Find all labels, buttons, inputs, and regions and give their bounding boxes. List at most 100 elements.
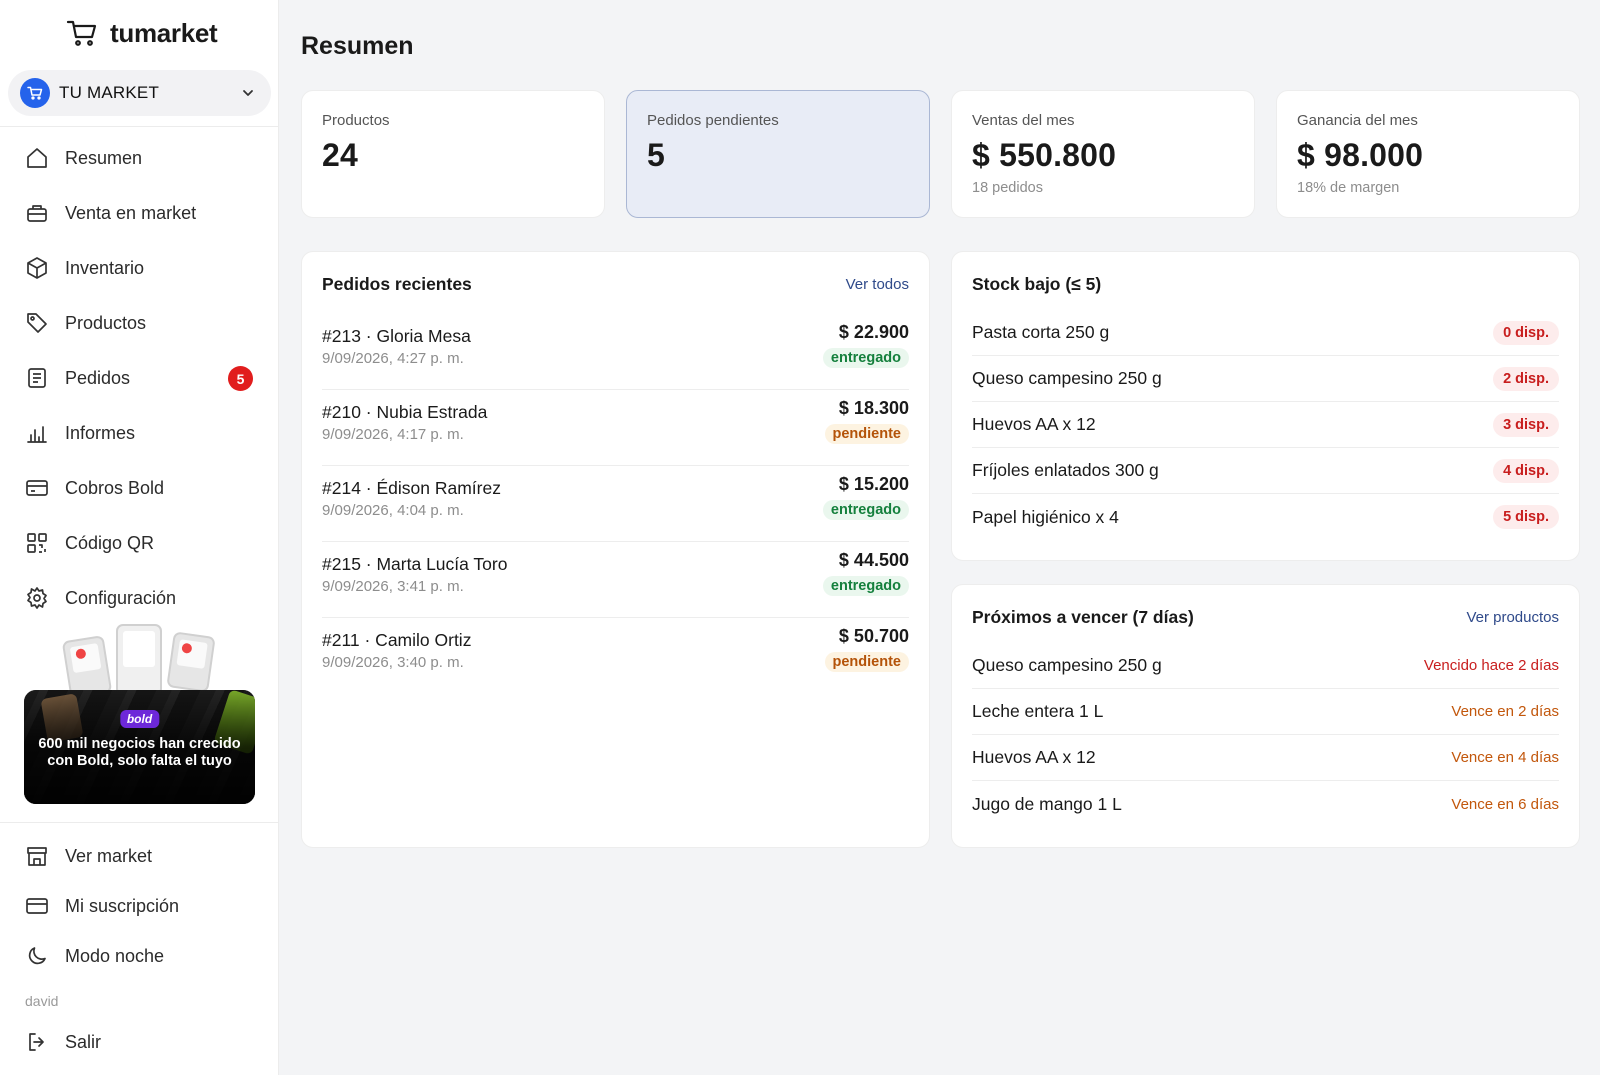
sidebar-item-label: Configuración	[65, 587, 177, 608]
sidebar-item-pedidos[interactable]: Pedidos 5	[12, 355, 267, 401]
order-row[interactable]: #214 · Édison Ramírez 9/09/2026, 4:04 p.…	[322, 466, 909, 542]
order-row[interactable]: #210 · Nubia Estrada 9/09/2026, 4:17 p. …	[322, 390, 909, 466]
bold-promo-banner[interactable]: bold 600 mil negocios han crecido con Bo…	[24, 624, 255, 804]
logo[interactable]: tumarket	[66, 16, 218, 50]
status-badge: pendiente	[824, 652, 909, 672]
credit-card-icon	[25, 476, 49, 500]
order-row[interactable]: #213 · Gloria Mesa 9/09/2026, 4:27 p. m.…	[322, 314, 909, 390]
stat-value: $ 550.800	[972, 137, 1117, 173]
order-date: 9/09/2026, 3:40 p. m.	[322, 654, 464, 671]
low-stock-row[interactable]: Fríjoles enlatados 300 g 4 disp.	[972, 448, 1559, 494]
sidebar-item-cobros-bold[interactable]: Cobros Bold	[12, 465, 267, 511]
sidebar: tumarket TU MARKET Resumen Venta en mark…	[0, 0, 279, 1075]
logout-button[interactable]: Salir	[12, 1019, 267, 1065]
sidebar-item-label: Mi suscripción	[65, 895, 180, 916]
sidebar-item-configuracion[interactable]: Configuración	[12, 575, 267, 621]
gear-icon	[25, 586, 49, 610]
product-name: Leche entera 1 L	[972, 701, 1104, 721]
low-stock-row[interactable]: Pasta corta 250 g 0 disp.	[972, 310, 1559, 356]
order-name: #210 · Nubia Estrada	[322, 402, 488, 422]
store-selector[interactable]: TU MARKET	[8, 70, 271, 116]
home-icon	[25, 146, 49, 170]
stat-card-pedidos-pendientes[interactable]: Pedidos pendientes 5	[626, 90, 930, 218]
payment-terminals-image	[61, 624, 216, 699]
sidebar-item-label: Pedidos	[65, 367, 131, 388]
ver-productos-link[interactable]: Ver productos	[1466, 609, 1559, 626]
sidebar-item-ver-market[interactable]: Ver market	[12, 834, 267, 878]
order-amount: $ 44.500	[838, 550, 909, 570]
recent-orders-card: Pedidos recientes Ver todos #213 · Glori…	[301, 251, 930, 848]
card-icon	[25, 894, 49, 918]
order-row[interactable]: #215 · Marta Lucía Toro 9/09/2026, 3:41 …	[322, 542, 909, 618]
bold-logo: bold	[119, 710, 160, 728]
product-name: Papel higiénico x 4	[972, 506, 1119, 527]
order-name: #214 · Édison Ramírez	[322, 478, 501, 498]
sidebar-item-venta-en-market[interactable]: Venta en market	[12, 190, 267, 236]
order-name: #215 · Marta Lucía Toro	[322, 554, 508, 574]
order-amount: $ 50.700	[838, 626, 909, 646]
stat-value: 24	[322, 137, 358, 173]
order-date: 9/09/2026, 4:27 p. m.	[322, 350, 464, 367]
order-name: #211 · Camilo Ortiz	[322, 630, 472, 650]
promo-text: 600 mil negocios han crecido con Bold, s…	[38, 736, 241, 769]
cart-icon	[66, 20, 97, 46]
expiring-row[interactable]: Leche entera 1 L Vence en 2 días	[972, 689, 1559, 735]
stat-card-ganancia-del-mes[interactable]: Ganancia del mes $ 98.000 18% de margen	[1276, 90, 1580, 218]
store-name: TU MARKET	[59, 83, 160, 102]
low-stock-row[interactable]: Huevos AA x 12 3 disp.	[972, 402, 1559, 448]
moon-icon	[25, 944, 49, 968]
sidebar-item-mi-suscripcion[interactable]: Mi suscripción	[12, 884, 267, 928]
order-date: 9/09/2026, 3:41 p. m.	[322, 578, 464, 595]
expiry-status: Vencido hace 2 días	[1423, 657, 1559, 674]
status-badge: entregado	[822, 500, 909, 520]
expiring-row[interactable]: Jugo de mango 1 L Vence en 6 días	[972, 781, 1559, 827]
card-title: Stock bajo (≤ 5)	[972, 274, 1102, 294]
sidebar-item-codigo-qr[interactable]: Código QR	[12, 520, 267, 566]
expiring-row[interactable]: Queso campesino 250 g Vencido hace 2 día…	[972, 643, 1559, 689]
sidebar-item-label: Modo noche	[65, 945, 165, 966]
expiry-status: Vence en 6 días	[1451, 795, 1559, 813]
stock-badge: 0 disp.	[1493, 320, 1559, 345]
stock-badge: 3 disp.	[1493, 412, 1559, 437]
order-name: #213 · Gloria Mesa	[322, 326, 471, 346]
product-name: Jugo de mango 1 L	[972, 793, 1122, 814]
document-icon	[25, 366, 49, 390]
sidebar-item-informes[interactable]: Informes	[12, 410, 267, 456]
order-amount: $ 18.300	[838, 398, 909, 418]
sidebar-divider	[0, 126, 279, 127]
stat-card-productos[interactable]: Productos 24	[301, 90, 605, 218]
order-date: 9/09/2026, 4:04 p. m.	[322, 502, 464, 519]
product-name: Queso campesino 250 g	[972, 368, 1162, 388]
logo-text: tumarket	[110, 17, 218, 48]
order-amount: $ 15.200	[838, 474, 909, 494]
promo-card: bold 600 mil negocios han crecido con Bo…	[24, 690, 255, 804]
product-name: Huevos AA x 12	[972, 414, 1096, 434]
ver-todos-link[interactable]: Ver todos	[845, 276, 909, 293]
status-badge: pendiente	[824, 424, 909, 444]
dark-mode-toggle[interactable]: Modo noche	[12, 934, 267, 978]
order-date: 9/09/2026, 4:17 p. m.	[322, 426, 464, 443]
expiry-status: Vence en 4 días	[1451, 749, 1559, 766]
sidebar-item-resumen[interactable]: Resumen	[12, 135, 267, 181]
qr-code-icon	[25, 531, 49, 555]
cart-icon	[27, 86, 43, 100]
stat-card-ventas-del-mes[interactable]: Ventas del mes $ 550.800 18 pedidos	[951, 90, 1255, 218]
product-name: Fríjoles enlatados 300 g	[972, 460, 1159, 480]
store-icon	[25, 844, 49, 868]
stock-badge: 2 disp.	[1493, 366, 1559, 391]
low-stock-row[interactable]: Papel higiénico x 4 5 disp.	[972, 494, 1559, 540]
bar-chart-icon	[25, 421, 49, 445]
status-badge: entregado	[822, 576, 909, 596]
logout-icon	[25, 1030, 49, 1054]
sidebar-item-label: Inventario	[65, 257, 145, 278]
tag-icon	[25, 311, 49, 335]
expiring-row[interactable]: Huevos AA x 12 Vence en 4 días	[972, 735, 1559, 781]
order-row[interactable]: #211 · Camilo Ortiz 9/09/2026, 3:40 p. m…	[322, 618, 909, 694]
sidebar-item-inventario[interactable]: Inventario	[12, 245, 267, 291]
stock-badge: 5 disp.	[1493, 505, 1559, 529]
sidebar-item-productos[interactable]: Productos	[12, 300, 267, 346]
logout-label: Salir	[65, 1031, 102, 1052]
low-stock-row[interactable]: Queso campesino 250 g 2 disp.	[972, 356, 1559, 402]
sidebar-item-label: Productos	[65, 312, 147, 333]
page-title: Resumen	[301, 32, 414, 60]
